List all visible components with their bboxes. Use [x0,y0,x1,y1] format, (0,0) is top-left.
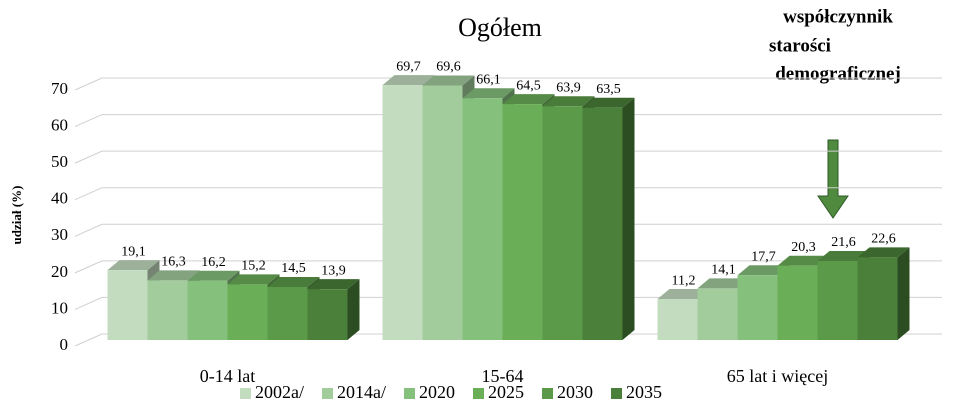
bar-front [382,85,423,341]
bar-front [502,104,543,340]
bar-front [697,288,738,340]
grid-line [74,114,942,128]
bar-top [777,255,830,266]
bar-top [657,289,710,300]
x-tick-label: 0-14 lat [200,366,256,386]
bar-front [187,280,228,340]
arrow [817,139,849,219]
data-label: 20,3 [791,240,816,255]
data-label: 11,2 [672,273,696,288]
y-axis-label: udział (%) [9,186,24,245]
bar-front [422,85,463,340]
legend-label: 2025 [488,382,524,402]
grid-line [74,187,942,201]
y-tick-label: 30 [51,225,68,244]
bar-front [542,106,583,341]
bar-top [462,88,515,99]
bar [582,97,635,341]
grid-line [74,77,942,91]
y-tick-label: 10 [51,298,68,317]
bar-front [107,270,148,340]
legend-swatch [404,388,415,399]
bar-top [227,274,280,285]
data-label: 14,1 [711,263,736,278]
data-label: 64,5 [516,78,541,93]
legend-label: 2002a/ [255,382,304,402]
bar-top [307,279,360,290]
data-label: 17,7 [751,249,776,264]
bar-front [777,265,818,340]
legend-swatch [322,388,333,399]
data-label: 13,9 [321,263,346,278]
bar-top [817,251,870,262]
data-label: 14,5 [281,261,306,276]
data-label: 69,6 [436,60,461,75]
grid-line [74,223,942,237]
y-tick-label: 60 [51,115,68,134]
data-label: 22,6 [871,232,896,247]
bar [307,279,360,340]
bar-front [857,257,898,340]
bar-front [462,98,503,341]
bar-top [857,247,910,258]
bar-front [147,280,188,340]
annotation: starości [769,35,831,56]
y-tick-label: 20 [51,262,68,281]
bar [857,247,910,340]
bar-top [147,270,200,281]
y-tick-label: 70 [51,79,68,98]
chart-title: Ogółem [458,13,542,42]
x-tick-label: 15-64 [482,366,524,386]
data-label: 19,1 [121,244,146,259]
bar-front [267,286,308,340]
legend-label: 2014a/ [337,382,386,402]
bar [227,274,280,340]
bar-top [737,265,790,276]
bar-side [622,97,635,341]
bar-top [187,270,240,281]
data-label: 66,1 [476,72,501,87]
bar-side [347,279,360,340]
legend-label: 2030 [557,382,593,402]
annotation: demograficznej [775,63,901,84]
legend-swatch [473,388,484,399]
bar-top [697,278,750,289]
bar-top [382,75,435,86]
legend-swatch [240,388,251,399]
bar-front [582,107,623,341]
bar-top [107,260,160,271]
legend-swatch [611,388,622,399]
legend-label: 2035 [626,382,662,402]
legend-swatch [542,388,553,399]
bar-side [897,247,910,340]
bar-front [227,284,268,340]
annotation: współczynnik [783,6,893,27]
data-label: 63,9 [556,81,581,96]
grid-line [74,260,942,274]
y-tick-label: 40 [51,189,68,208]
data-label: 69,7 [396,59,421,74]
y-tick-label: 0 [60,335,69,354]
bar-front [307,289,348,340]
bar-top [267,276,320,287]
bar-top [422,75,475,86]
x-tick-label: 65 lat i więcej [727,366,828,386]
bar-top [582,97,635,108]
bar-front [737,275,778,340]
legend-label: 2020 [419,382,455,402]
grid-line [74,150,942,164]
bar-top [542,96,595,107]
data-label: 21,6 [831,235,856,250]
data-label: 15,2 [241,259,266,274]
data-label: 16,2 [201,255,226,270]
y-tick-label: 50 [51,152,68,171]
bar-front [817,261,858,340]
data-label: 16,3 [161,255,186,270]
bar-top [502,94,555,105]
data-label: 63,5 [596,82,621,97]
bar-front [657,299,698,340]
